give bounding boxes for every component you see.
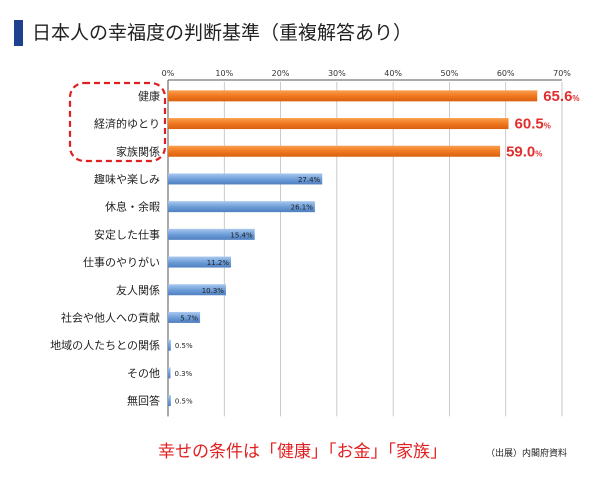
bar bbox=[168, 173, 323, 185]
bar bbox=[168, 311, 201, 323]
value-label: 15.4% bbox=[230, 231, 253, 239]
bars bbox=[168, 90, 538, 407]
bar bbox=[168, 339, 171, 351]
category-label: 地域の人たちとの関係 bbox=[50, 339, 160, 352]
x-tick-label: 50% bbox=[441, 69, 459, 78]
value-label: 27.4% bbox=[298, 176, 321, 184]
bar bbox=[168, 256, 232, 268]
bar bbox=[168, 118, 509, 130]
category-label: 友人関係 bbox=[116, 283, 160, 297]
title-accent-bar bbox=[14, 20, 23, 46]
x-tick-label: 60% bbox=[497, 69, 515, 78]
bar bbox=[168, 284, 226, 296]
x-tick-label: 0% bbox=[162, 69, 175, 78]
category-label: 休息・余暇 bbox=[105, 200, 160, 214]
value-label: 5.7% bbox=[180, 314, 198, 322]
bar bbox=[168, 145, 501, 157]
category-label: 健康 bbox=[138, 89, 160, 103]
source-note: （出展）内閣府資料 bbox=[486, 449, 568, 459]
category-labels: 健康経済的ゆとり家族関係趣味や楽しみ休息・余暇安定した仕事仕事のやりがい友人関係… bbox=[50, 89, 160, 408]
x-tick-label: 40% bbox=[384, 69, 402, 78]
category-label: 仕事のやりがい bbox=[83, 255, 160, 269]
x-tick-label: 70% bbox=[553, 69, 571, 78]
category-label: その他 bbox=[127, 367, 160, 380]
value-label: 60.5% bbox=[515, 116, 551, 133]
chart-title: 日本人の幸福度の判断基準（重複解答あり） bbox=[32, 22, 413, 44]
category-label: 経済的ゆとり bbox=[94, 117, 160, 131]
value-labels: 65.6% 60.5% 59.0% 27.4% 26.1% 15.4% 11.2% 10.3%… bbox=[175, 88, 580, 406]
grid-lines bbox=[167, 82, 563, 417]
value-label: 10.3% bbox=[202, 287, 225, 295]
bar bbox=[168, 367, 171, 379]
category-label: 趣味や楽しみ bbox=[94, 172, 160, 186]
value-label: 11.2% bbox=[207, 259, 230, 267]
value-label: 26.1% bbox=[291, 204, 314, 212]
value-label: 0.5% bbox=[175, 342, 193, 350]
x-tick-label: 20% bbox=[272, 69, 290, 78]
x-axis: 0% 10% 20% 30% 40% 50% 60% 70% bbox=[162, 69, 571, 417]
category-label: 家族関係 bbox=[116, 144, 160, 158]
bar bbox=[168, 90, 538, 102]
x-tick-label: 30% bbox=[328, 69, 346, 78]
category-label: 安定した仕事 bbox=[94, 227, 160, 241]
x-tick-label: 10% bbox=[215, 69, 233, 78]
value-label: 65.6% bbox=[543, 88, 579, 105]
highlight-dashed-box bbox=[68, 81, 167, 163]
category-label: 社会や他人への貢献 bbox=[61, 310, 160, 324]
value-label: 0.5% bbox=[175, 398, 193, 406]
caption: 幸せの条件は「健康」「お金」「家族」 bbox=[158, 442, 447, 462]
bar bbox=[168, 201, 315, 213]
bar bbox=[168, 395, 171, 407]
category-label: 無回答 bbox=[127, 394, 160, 408]
value-label: 0.3% bbox=[175, 370, 193, 378]
value-label: 59.0% bbox=[506, 143, 542, 160]
bar bbox=[168, 228, 255, 240]
